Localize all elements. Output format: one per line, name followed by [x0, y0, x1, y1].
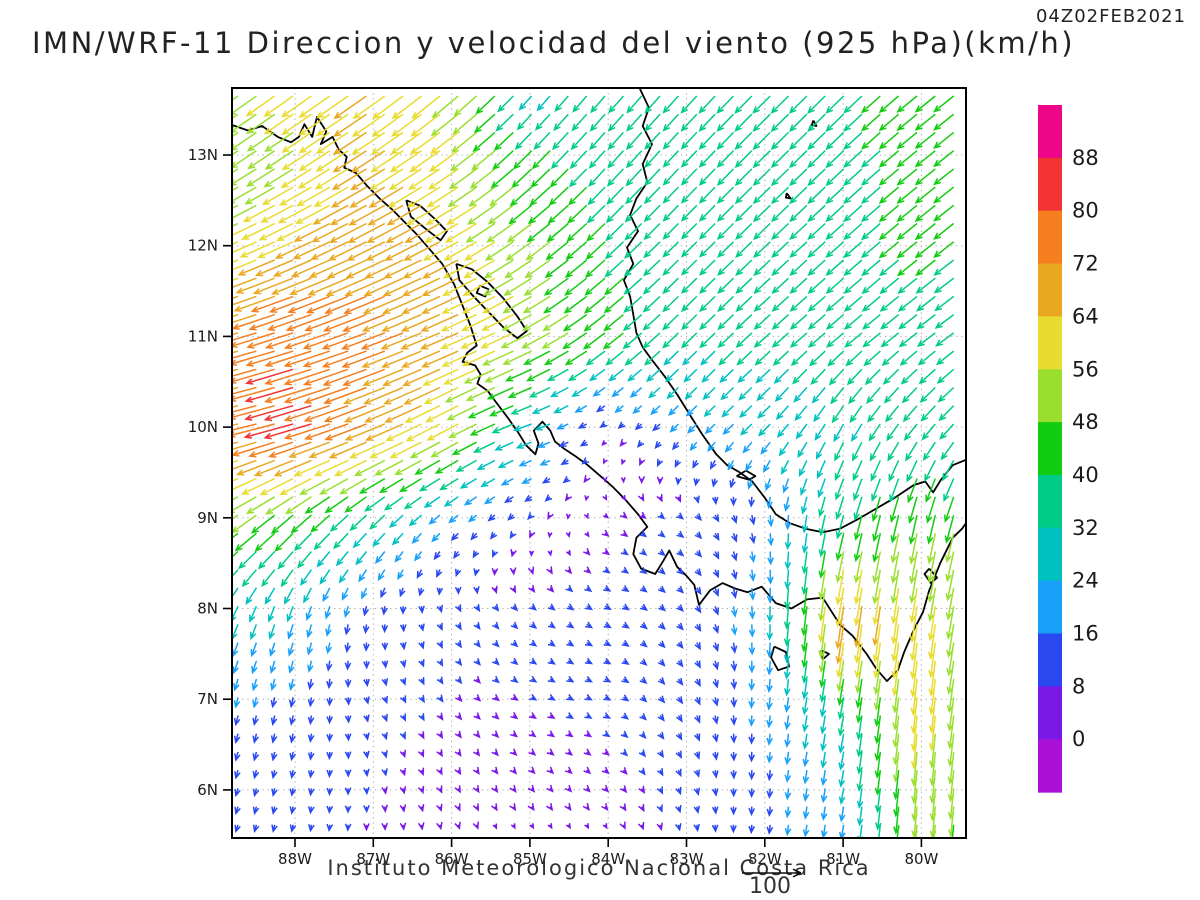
x-axis-label: 82W	[748, 850, 782, 868]
lake-managua	[405, 199, 448, 242]
y-axis-label: 8N	[197, 600, 218, 618]
colorbar-band	[1038, 316, 1062, 370]
x-axis-label: 86W	[435, 850, 469, 868]
plot-frame	[231, 87, 967, 839]
reference-value: 100	[749, 874, 791, 899]
x-axis-label: 83W	[670, 850, 704, 868]
bocas-islands	[736, 469, 757, 481]
colorbar-label: 16	[1072, 622, 1099, 646]
colorbar-band	[1038, 527, 1062, 582]
colorbar-band	[1038, 157, 1062, 212]
colorbar-band	[1038, 422, 1062, 476]
colorbar-band	[1038, 580, 1062, 635]
y-axis-label: 10N	[188, 418, 218, 436]
coiba-island	[770, 645, 790, 672]
ometepe-island	[475, 284, 490, 298]
pacific-coast	[232, 116, 966, 682]
credit-text: Instituto Meteorologico Nacional Costa R…	[327, 856, 871, 880]
x-axis-label: 81W	[826, 850, 860, 868]
y-axis-label: 9N	[197, 509, 218, 527]
valid-time-label: 04Z02FEB2021	[1035, 6, 1186, 27]
colorbar-label: 0	[1072, 727, 1085, 751]
colorbar-band	[1038, 739, 1062, 793]
colorbar-band	[1038, 633, 1062, 687]
x-axis-label: 80W	[904, 850, 938, 868]
colorbar-band	[1038, 105, 1062, 159]
chart-title: IMN/WRF-11 Direccion y velocidad del vie…	[32, 26, 1076, 60]
y-axis-label: 7N	[197, 690, 218, 708]
x-axis-label: 88W	[278, 850, 312, 868]
colorbar-label: 32	[1072, 516, 1099, 540]
x-axis-label: 85W	[513, 850, 547, 868]
x-axis-label: 84W	[591, 850, 625, 868]
colorbar-band	[1038, 263, 1062, 317]
colorbar-label: 8	[1072, 674, 1085, 698]
y-axis-label: 12N	[188, 237, 218, 255]
x-axis-label: 87W	[356, 850, 390, 868]
y-axis-label: 6N	[197, 781, 218, 799]
wind-arrows	[232, 95, 955, 838]
colorbar-label: 80	[1072, 199, 1099, 223]
colorbar-label: 40	[1072, 463, 1099, 487]
reference-arrow	[742, 868, 802, 878]
san-andres-island	[785, 192, 792, 200]
colorbar-label: 64	[1072, 304, 1099, 328]
colorbar-label: 88	[1072, 146, 1099, 170]
colorbar-label: 48	[1072, 410, 1099, 434]
colorbar-band	[1038, 474, 1062, 529]
colorbar-band	[1038, 210, 1062, 265]
y-axis-label: 13N	[188, 146, 218, 164]
colorbar-band	[1038, 369, 1062, 423]
axes: 88W 87W 86W 85W 84W 83W 82W 81W 80W 13N 12N 11N 10N 9…	[188, 146, 939, 868]
colorbar-label: 24	[1072, 569, 1099, 593]
colorbar-label: 56	[1072, 357, 1099, 381]
coastlines	[232, 88, 966, 682]
colorbar-band	[1038, 686, 1062, 740]
colorbar-label: 72	[1072, 252, 1099, 276]
y-axis-label: 11N	[188, 327, 218, 345]
